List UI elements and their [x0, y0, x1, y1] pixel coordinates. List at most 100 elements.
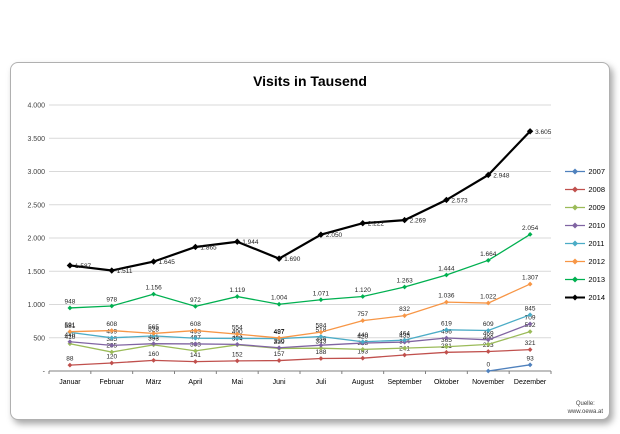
data-point-marker — [402, 345, 407, 351]
x-tick-label: Juli — [316, 379, 327, 386]
data-point-marker — [402, 284, 407, 290]
y-tick-label: 500 — [33, 335, 45, 342]
data-point-marker — [193, 348, 198, 354]
x-tick-label: September — [387, 379, 422, 386]
data-label: 832 — [399, 306, 410, 313]
data-point-marker — [151, 357, 156, 363]
data-point-marker — [485, 171, 492, 179]
y-tick-label: 4.000 — [27, 103, 45, 110]
data-label: 2.573 — [451, 197, 468, 204]
data-point-marker — [66, 262, 74, 269]
y-tick-label: 2.000 — [27, 236, 45, 243]
data-point-marker — [234, 336, 240, 341]
data-point-marker — [360, 318, 366, 324]
data-point-marker — [318, 356, 324, 361]
data-point-marker — [360, 339, 366, 345]
series-line-2012 — [69, 283, 531, 339]
data-label: 469 — [483, 330, 494, 337]
data-label: 2.050 — [326, 232, 343, 239]
data-label: 1.071 — [313, 290, 330, 297]
data-label: 321 — [525, 340, 536, 347]
data-point-marker — [318, 345, 324, 351]
legend-item-2008: 2008 — [565, 185, 605, 194]
data-point-marker — [527, 362, 533, 368]
data-label: 188 — [315, 349, 326, 356]
data-point-marker — [444, 327, 449, 333]
data-point-marker — [485, 257, 491, 263]
data-point-marker — [109, 349, 115, 355]
data-label: 435 — [399, 333, 410, 340]
data-label: 1.865 — [200, 244, 217, 251]
legend-item-2012: 2012 — [565, 257, 605, 266]
legend-label: 2008 — [588, 185, 605, 194]
data-point-marker — [485, 349, 491, 354]
data-label: 350 — [274, 338, 285, 345]
data-label: 464 — [399, 331, 410, 338]
data-label: 565 — [148, 324, 159, 331]
legend-label: 2007 — [588, 167, 605, 176]
legend-key-icon — [565, 168, 586, 175]
data-point-marker — [527, 347, 533, 353]
data-label: 584 — [315, 323, 326, 330]
data-point-marker — [276, 335, 282, 341]
legend-key-icon — [565, 258, 586, 265]
data-label: 1.036 — [438, 293, 455, 300]
data-label: 978 — [106, 296, 117, 303]
data-label: 1.263 — [396, 278, 413, 285]
data-label: 1.120 — [355, 287, 372, 294]
series-2012: 591 608 565 608 554 497 584 757 832 1.036 1.022 1.3… — [64, 275, 539, 341]
data-label: 160 — [148, 351, 159, 358]
data-point-marker — [276, 301, 282, 307]
data-point-marker — [234, 358, 240, 364]
data-point-marker — [444, 299, 449, 305]
source-note: Quelle: www.oewa.at — [568, 401, 603, 416]
data-point-marker — [527, 281, 533, 287]
y-tick-label: 1.500 — [27, 269, 45, 276]
x-tick-label: Mai — [232, 379, 244, 386]
chart-title: Visits in Tausend — [253, 73, 367, 89]
data-point-marker — [527, 329, 533, 335]
data-label: 0 — [486, 362, 490, 369]
x-tick-label: März — [146, 379, 162, 386]
legend-key-icon — [565, 186, 586, 193]
data-point-marker — [527, 232, 533, 237]
series-line-2007 — [488, 364, 531, 372]
data-point-marker — [151, 341, 156, 347]
data-point-marker — [193, 328, 198, 333]
data-point-marker — [150, 258, 157, 265]
y-tick-label: - — [43, 369, 46, 376]
series-2007: 0 93 — [485, 355, 534, 374]
data-label: 2.222 — [368, 221, 385, 228]
legend-key-icon — [565, 294, 586, 301]
data-label: 393 — [148, 335, 159, 342]
data-label: 1.119 — [229, 287, 245, 294]
data-label: 2.948 — [493, 172, 510, 179]
data-point-marker — [234, 238, 241, 245]
data-point-marker — [318, 342, 324, 348]
data-point-marker — [192, 243, 199, 251]
series-line-2009 — [69, 331, 531, 353]
x-tick-label: Juni — [273, 379, 286, 386]
data-label: 591 — [64, 322, 75, 329]
data-label: 1.156 — [145, 285, 162, 292]
data-label: 609 — [483, 321, 494, 328]
data-label: 581 — [64, 323, 75, 330]
legend-key-icon — [565, 240, 586, 247]
data-point-marker — [109, 360, 115, 366]
data-point-marker — [402, 337, 407, 343]
y-tick-label: 1.000 — [27, 302, 45, 309]
legend-label: 2012 — [588, 257, 605, 266]
y-tick-label: 2.500 — [27, 202, 45, 209]
data-point-marker — [151, 331, 156, 336]
data-label: 1.664 — [480, 251, 497, 258]
x-tick-label: April — [188, 379, 202, 386]
legend-item-2009: 2009 — [565, 203, 605, 212]
data-label: 845 — [525, 305, 536, 312]
data-label: 365 — [441, 337, 452, 344]
series-line-2008 — [69, 349, 531, 366]
data-label: 554 — [232, 325, 243, 332]
data-label: 1.022 — [480, 294, 497, 301]
data-label: 152 — [232, 351, 243, 358]
x-tick-label: Dezember — [514, 379, 547, 386]
data-point-marker — [193, 335, 198, 341]
